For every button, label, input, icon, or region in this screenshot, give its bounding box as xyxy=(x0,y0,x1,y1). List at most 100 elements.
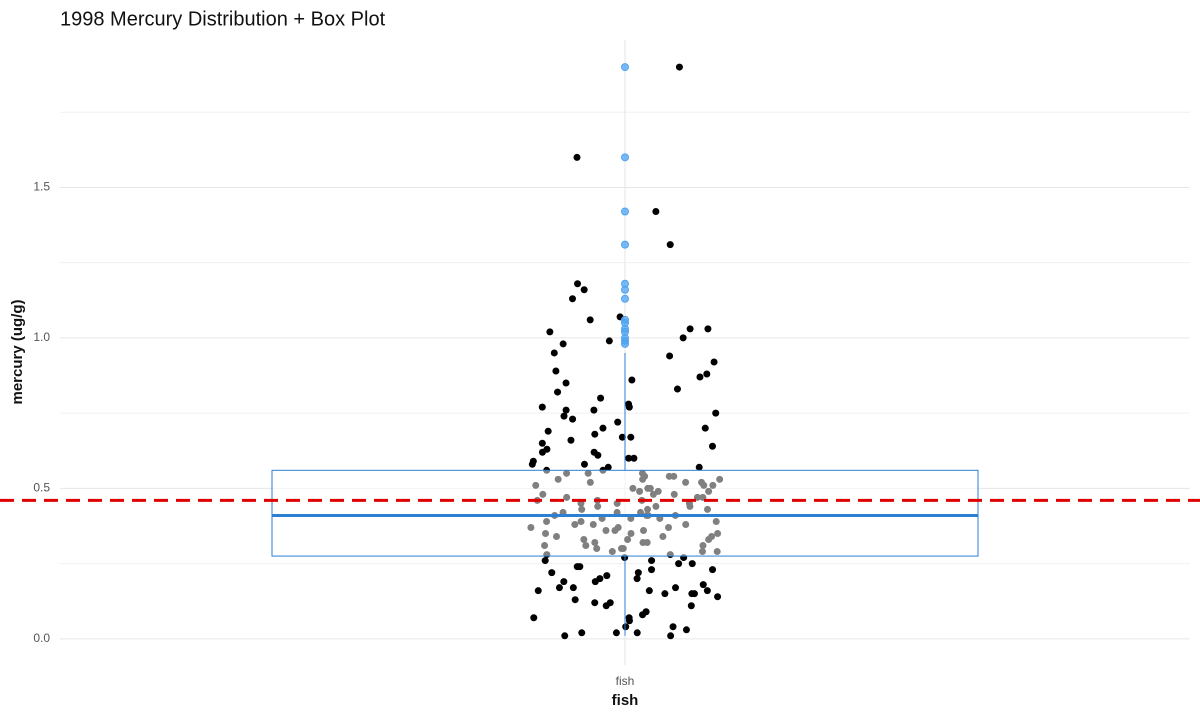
chart-title: 1998 Mercury Distribution + Box Plot xyxy=(60,8,386,30)
data-point xyxy=(675,560,683,568)
outlier xyxy=(621,63,629,72)
data-point xyxy=(633,629,641,637)
data-point xyxy=(675,63,683,71)
data-point xyxy=(561,632,569,640)
data-point xyxy=(590,406,598,414)
data-point xyxy=(580,460,588,468)
data-point xyxy=(687,602,695,610)
data-point xyxy=(699,581,707,589)
data-point xyxy=(628,376,636,384)
box xyxy=(271,469,979,557)
data-point xyxy=(571,596,579,604)
data-point xyxy=(590,448,598,456)
data-point xyxy=(645,587,653,595)
data-point xyxy=(541,557,549,565)
data-point xyxy=(672,584,680,592)
data-point xyxy=(648,557,656,565)
data-point xyxy=(709,566,717,574)
data-point xyxy=(688,560,696,568)
data-point xyxy=(562,406,570,414)
data-point xyxy=(569,415,577,423)
data-point xyxy=(625,454,633,462)
data-point xyxy=(591,430,599,438)
data-point xyxy=(614,418,622,426)
data-point xyxy=(682,626,690,634)
data-point xyxy=(703,587,711,595)
data-point xyxy=(634,569,642,577)
data-point xyxy=(622,623,630,631)
data-point xyxy=(667,632,675,640)
data-point xyxy=(704,325,712,333)
data-point xyxy=(576,563,584,571)
data-point xyxy=(591,599,599,607)
data-point xyxy=(530,614,538,622)
data-point xyxy=(597,394,605,402)
data-point xyxy=(701,424,709,432)
data-point xyxy=(679,334,687,342)
y-axis-label: mercury (ug/g) xyxy=(9,299,26,404)
data-point xyxy=(554,388,562,396)
outlier xyxy=(621,207,629,216)
data-point xyxy=(534,587,542,595)
data-point xyxy=(710,358,718,366)
y-tick-label: 0.0 xyxy=(33,631,50,645)
data-point xyxy=(612,629,620,637)
data-point xyxy=(543,445,551,453)
data-point xyxy=(661,590,669,598)
data-point xyxy=(529,457,537,465)
x-tick-label: fish xyxy=(616,674,635,688)
outlier xyxy=(621,294,629,303)
data-point xyxy=(586,316,594,324)
data-point xyxy=(673,385,681,393)
data-point xyxy=(606,599,614,607)
data-point xyxy=(546,328,554,336)
data-point xyxy=(580,286,588,294)
data-point xyxy=(573,153,581,161)
data-point xyxy=(596,575,604,583)
data-point xyxy=(603,572,611,580)
data-point xyxy=(604,463,612,471)
outlier xyxy=(621,279,629,288)
data-point xyxy=(605,337,613,345)
data-point xyxy=(560,412,568,420)
data-point xyxy=(618,433,626,441)
data-point xyxy=(548,569,556,577)
y-tick-label: 1.0 xyxy=(33,330,50,344)
outlier xyxy=(621,153,629,162)
data-point xyxy=(696,373,704,381)
outlier xyxy=(621,315,629,324)
data-point xyxy=(569,584,577,592)
data-point xyxy=(567,436,575,444)
data-point xyxy=(666,352,674,360)
data-point xyxy=(630,454,638,462)
y-tick-label: 0.5 xyxy=(33,481,50,495)
data-point xyxy=(686,325,694,333)
data-point xyxy=(569,295,577,303)
data-point xyxy=(574,280,582,288)
data-point xyxy=(695,463,703,471)
x-axis-label: fish xyxy=(612,692,639,709)
data-point xyxy=(555,584,563,592)
data-point xyxy=(599,424,607,432)
data-point xyxy=(560,578,568,586)
data-point xyxy=(625,614,633,622)
data-point xyxy=(708,442,716,450)
data-point xyxy=(703,370,711,378)
data-point xyxy=(688,590,696,598)
data-point xyxy=(538,439,546,447)
y-tick-label: 1.5 xyxy=(33,180,50,194)
data-point xyxy=(714,593,722,601)
outlier xyxy=(621,240,629,249)
data-point xyxy=(712,409,720,417)
data-point xyxy=(578,629,586,637)
data-point xyxy=(642,608,650,616)
data-point xyxy=(552,367,560,375)
data-point xyxy=(538,403,546,411)
data-point xyxy=(633,575,641,583)
data-point xyxy=(652,208,660,216)
data-point xyxy=(666,241,674,249)
data-point xyxy=(550,349,558,357)
data-point xyxy=(627,433,635,441)
data-point xyxy=(544,427,552,435)
